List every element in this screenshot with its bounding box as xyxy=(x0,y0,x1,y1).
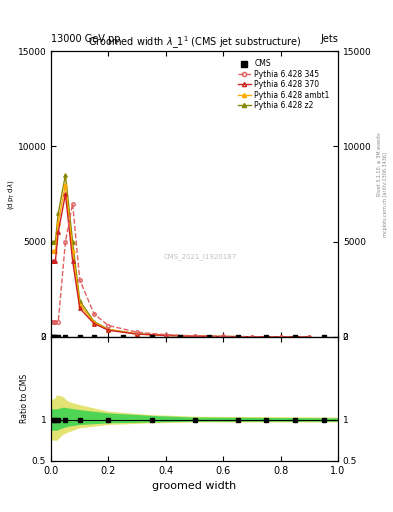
Pythia 6.428 z2 xyxy=(163,332,168,338)
Pythia 6.428 370 xyxy=(106,327,111,333)
Pythia 6.428 z2 xyxy=(307,334,312,340)
Pythia 6.428 345 xyxy=(77,277,82,283)
Pythia 6.428 370 xyxy=(221,333,226,339)
Pythia 6.428 370 xyxy=(192,333,197,339)
CMS xyxy=(50,334,55,340)
CMS xyxy=(264,334,269,340)
Line: Pythia 6.428 ambt1: Pythia 6.428 ambt1 xyxy=(51,183,311,338)
Pythia 6.428 345 xyxy=(250,334,254,340)
Pythia 6.428 ambt1 xyxy=(92,319,97,326)
Pythia 6.428 z2 xyxy=(250,334,254,340)
Line: CMS: CMS xyxy=(50,335,326,339)
Pythia 6.428 ambt1 xyxy=(50,248,55,254)
Pythia 6.428 370 xyxy=(70,258,75,264)
Pythia 6.428 ambt1 xyxy=(135,331,140,337)
Pythia 6.428 345 xyxy=(50,318,55,325)
Line: Pythia 6.428 z2: Pythia 6.428 z2 xyxy=(51,173,311,338)
Pythia 6.428 345 xyxy=(70,201,75,207)
Pythia 6.428 370 xyxy=(56,229,61,235)
CMS xyxy=(51,334,56,340)
Y-axis label: $\mathregular{1/N}$ $\mathregular{d^2N}$
$(\mathregular{d\,p_T\,d}\,\lambda)$: $\mathregular{1/N}$ $\mathregular{d^2N}$… xyxy=(0,179,16,209)
CMS xyxy=(235,334,240,340)
Line: Pythia 6.428 370: Pythia 6.428 370 xyxy=(51,193,311,338)
Pythia 6.428 370 xyxy=(51,258,56,264)
Pythia 6.428 345 xyxy=(278,334,283,340)
CMS xyxy=(56,334,61,340)
Pythia 6.428 ambt1 xyxy=(221,333,226,339)
Pythia 6.428 z2 xyxy=(50,239,55,245)
Pythia 6.428 370 xyxy=(278,334,283,340)
Pythia 6.428 370 xyxy=(135,331,140,337)
Pythia 6.428 z2 xyxy=(192,333,197,339)
Pythia 6.428 370 xyxy=(63,191,68,197)
Text: Jets: Jets xyxy=(320,33,338,44)
CMS xyxy=(53,334,58,340)
Pythia 6.428 z2 xyxy=(221,333,226,339)
Pythia 6.428 z2 xyxy=(53,239,58,245)
CMS xyxy=(92,334,97,340)
CMS xyxy=(292,334,298,340)
Pythia 6.428 ambt1 xyxy=(53,248,58,254)
CMS xyxy=(77,334,82,340)
Pythia 6.428 ambt1 xyxy=(77,302,82,308)
Pythia 6.428 345 xyxy=(163,332,168,338)
Pythia 6.428 345 xyxy=(63,239,68,245)
Pythia 6.428 345 xyxy=(221,333,226,339)
Pythia 6.428 ambt1 xyxy=(278,334,283,340)
CMS xyxy=(178,334,183,340)
Pythia 6.428 z2 xyxy=(92,318,97,325)
Pythia 6.428 z2 xyxy=(63,172,68,178)
Pythia 6.428 ambt1 xyxy=(56,220,61,226)
Pythia 6.428 345 xyxy=(92,311,97,317)
X-axis label: groomed width: groomed width xyxy=(152,481,237,491)
Pythia 6.428 ambt1 xyxy=(51,248,56,254)
Text: mcplots.cern.ch [arXiv:1306.3436]: mcplots.cern.ch [arXiv:1306.3436] xyxy=(383,152,387,237)
Pythia 6.428 ambt1 xyxy=(70,248,75,254)
Pythia 6.428 345 xyxy=(51,318,56,325)
Pythia 6.428 ambt1 xyxy=(63,181,68,187)
Pythia 6.428 ambt1 xyxy=(106,327,111,333)
Pythia 6.428 ambt1 xyxy=(307,334,312,340)
Pythia 6.428 z2 xyxy=(106,326,111,332)
CMS xyxy=(321,334,326,340)
Pythia 6.428 370 xyxy=(53,258,58,264)
Pythia 6.428 ambt1 xyxy=(250,334,254,340)
Text: 13000 GeV pp: 13000 GeV pp xyxy=(51,33,121,44)
Pythia 6.428 370 xyxy=(163,332,168,338)
Pythia 6.428 ambt1 xyxy=(192,333,197,339)
Pythia 6.428 z2 xyxy=(70,239,75,245)
Title: Groomed width $\lambda\_1^1$ (CMS jet substructure): Groomed width $\lambda\_1^1$ (CMS jet su… xyxy=(88,35,301,51)
Pythia 6.428 345 xyxy=(192,333,197,339)
Pythia 6.428 345 xyxy=(106,323,111,329)
CMS xyxy=(120,334,125,340)
Line: Pythia 6.428 345: Pythia 6.428 345 xyxy=(51,202,311,338)
Legend: CMS, Pythia 6.428 345, Pythia 6.428 370, Pythia 6.428 ambt1, Pythia 6.428 z2: CMS, Pythia 6.428 345, Pythia 6.428 370,… xyxy=(236,58,331,112)
CMS xyxy=(207,334,211,340)
Pythia 6.428 345 xyxy=(307,334,312,340)
Pythia 6.428 370 xyxy=(307,334,312,340)
Pythia 6.428 z2 xyxy=(56,210,61,216)
Pythia 6.428 345 xyxy=(53,318,58,325)
Pythia 6.428 345 xyxy=(135,329,140,335)
Pythia 6.428 345 xyxy=(56,318,61,325)
Pythia 6.428 z2 xyxy=(135,331,140,337)
Pythia 6.428 370 xyxy=(92,321,97,327)
Pythia 6.428 ambt1 xyxy=(163,332,168,338)
CMS xyxy=(63,334,68,340)
Y-axis label: Ratio to CMS: Ratio to CMS xyxy=(20,374,29,423)
Pythia 6.428 370 xyxy=(50,258,55,264)
Pythia 6.428 z2 xyxy=(77,297,82,304)
Pythia 6.428 370 xyxy=(77,305,82,311)
CMS xyxy=(149,334,154,340)
Pythia 6.428 z2 xyxy=(278,334,283,340)
Pythia 6.428 370 xyxy=(250,334,254,340)
Text: CMS_2021_I1920187: CMS_2021_I1920187 xyxy=(163,253,237,260)
Pythia 6.428 z2 xyxy=(51,239,56,245)
Text: Rivet 3.1.10, ≥ 3M events: Rivet 3.1.10, ≥ 3M events xyxy=(377,132,382,196)
